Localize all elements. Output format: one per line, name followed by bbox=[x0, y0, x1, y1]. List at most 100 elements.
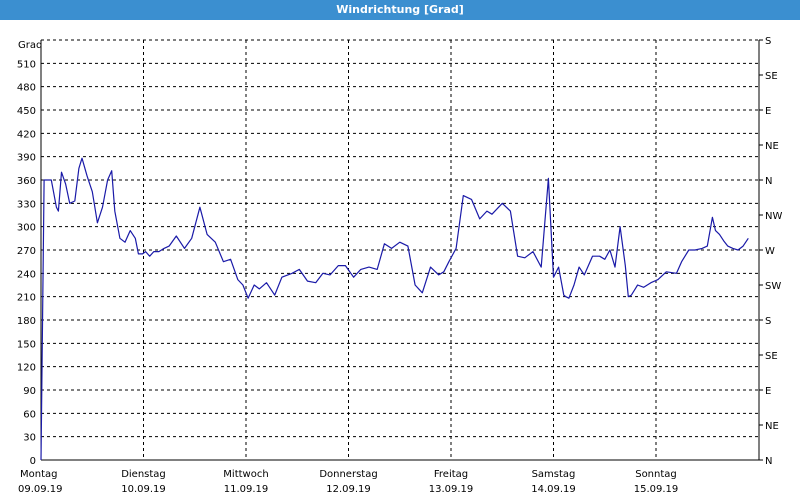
data-point bbox=[650, 282, 651, 283]
data-point bbox=[322, 273, 323, 274]
data-point bbox=[681, 261, 682, 262]
data-point bbox=[215, 242, 216, 243]
data-point bbox=[274, 295, 275, 296]
y-tick-label: 360 bbox=[17, 176, 36, 187]
data-point bbox=[579, 267, 580, 268]
data-point bbox=[517, 256, 518, 257]
data-point bbox=[492, 214, 493, 215]
y-tick-label: 300 bbox=[17, 223, 36, 234]
data-point bbox=[69, 203, 70, 204]
y-tick-label: 180 bbox=[17, 316, 36, 327]
x-date-label: 12.09.19 bbox=[326, 484, 371, 495]
data-point bbox=[563, 295, 564, 296]
y-tick-label: 60 bbox=[23, 409, 36, 420]
right-axis-label: NE bbox=[765, 141, 779, 152]
data-point bbox=[130, 230, 131, 231]
data-point bbox=[248, 298, 249, 299]
chart-labels: 0 30 60 90 120 150 180 210 240 270 300 330 360 390 420… bbox=[17, 36, 783, 495]
data-point bbox=[628, 296, 629, 297]
y-tick-label: 450 bbox=[17, 106, 36, 117]
data-point bbox=[58, 211, 59, 212]
x-day-label: Samstag bbox=[532, 469, 576, 480]
y-tick-label: 150 bbox=[17, 339, 36, 350]
data-point bbox=[553, 277, 554, 278]
data-point bbox=[158, 251, 159, 252]
data-point bbox=[637, 285, 638, 286]
data-point bbox=[119, 238, 120, 239]
chart-title-bar: Windrichtung [Grad] bbox=[0, 0, 800, 20]
data-point bbox=[61, 172, 62, 173]
data-point bbox=[391, 248, 392, 249]
data-point bbox=[176, 236, 177, 237]
chart-grid bbox=[41, 39, 759, 460]
y-tick-label: 120 bbox=[17, 363, 36, 374]
y-tick-label: 30 bbox=[23, 433, 36, 444]
data-point bbox=[281, 277, 282, 278]
y-tick-label: 330 bbox=[17, 199, 36, 210]
data-point bbox=[748, 238, 749, 239]
wind-direction-line bbox=[40, 157, 749, 461]
right-axis-label: E bbox=[765, 386, 771, 397]
x-date-label: 10.09.19 bbox=[121, 484, 166, 495]
right-axis-label: S bbox=[765, 316, 771, 327]
y-tick-label: 270 bbox=[17, 246, 36, 257]
data-point bbox=[51, 180, 52, 181]
data-point bbox=[415, 285, 416, 286]
data-point bbox=[615, 267, 616, 268]
data-point bbox=[399, 242, 400, 243]
data-point bbox=[360, 269, 361, 270]
data-point bbox=[230, 259, 231, 260]
data-point bbox=[592, 256, 593, 257]
data-point bbox=[456, 248, 457, 249]
data-point bbox=[307, 281, 308, 282]
data-point bbox=[707, 246, 708, 247]
right-axis-label: E bbox=[765, 106, 771, 117]
right-axis-label: SE bbox=[765, 351, 778, 362]
chart-series bbox=[40, 157, 749, 461]
data-point bbox=[422, 292, 423, 293]
data-point bbox=[568, 298, 569, 299]
x-day-label: Montag bbox=[20, 469, 57, 480]
data-point bbox=[574, 285, 575, 286]
y-tick-label: 90 bbox=[23, 386, 36, 397]
data-point bbox=[142, 253, 143, 254]
data-point bbox=[254, 285, 255, 286]
data-point bbox=[558, 267, 559, 268]
data-point bbox=[242, 285, 243, 286]
data-point bbox=[184, 248, 185, 249]
x-date-label: 15.09.19 bbox=[634, 484, 679, 495]
data-point bbox=[719, 234, 720, 235]
data-point bbox=[164, 248, 165, 249]
data-point bbox=[694, 250, 695, 251]
data-point bbox=[78, 168, 79, 169]
data-point bbox=[299, 269, 300, 270]
data-point bbox=[676, 273, 677, 274]
data-point bbox=[153, 251, 154, 252]
y-tick-label: 390 bbox=[17, 153, 36, 164]
data-point bbox=[438, 274, 439, 275]
data-point bbox=[584, 274, 585, 275]
x-date-label: 09.09.19 bbox=[18, 484, 63, 495]
data-point bbox=[430, 267, 431, 268]
data-point bbox=[82, 158, 83, 159]
data-point bbox=[443, 271, 444, 272]
data-point bbox=[138, 253, 139, 254]
data-point bbox=[338, 265, 339, 266]
data-point bbox=[565, 296, 566, 297]
data-point bbox=[41, 460, 42, 461]
data-point bbox=[738, 250, 739, 251]
data-point bbox=[259, 288, 260, 289]
data-point bbox=[732, 248, 733, 249]
data-point bbox=[102, 207, 103, 208]
data-point bbox=[599, 256, 600, 257]
data-point bbox=[625, 265, 626, 266]
data-point bbox=[330, 274, 331, 275]
data-point bbox=[353, 277, 354, 278]
right-axis-label: SW bbox=[765, 281, 781, 292]
data-point bbox=[533, 251, 534, 252]
data-point bbox=[169, 246, 170, 247]
data-point bbox=[223, 261, 224, 262]
data-point bbox=[149, 256, 150, 257]
data-point bbox=[688, 250, 689, 251]
x-day-label: Dienstag bbox=[121, 469, 166, 480]
